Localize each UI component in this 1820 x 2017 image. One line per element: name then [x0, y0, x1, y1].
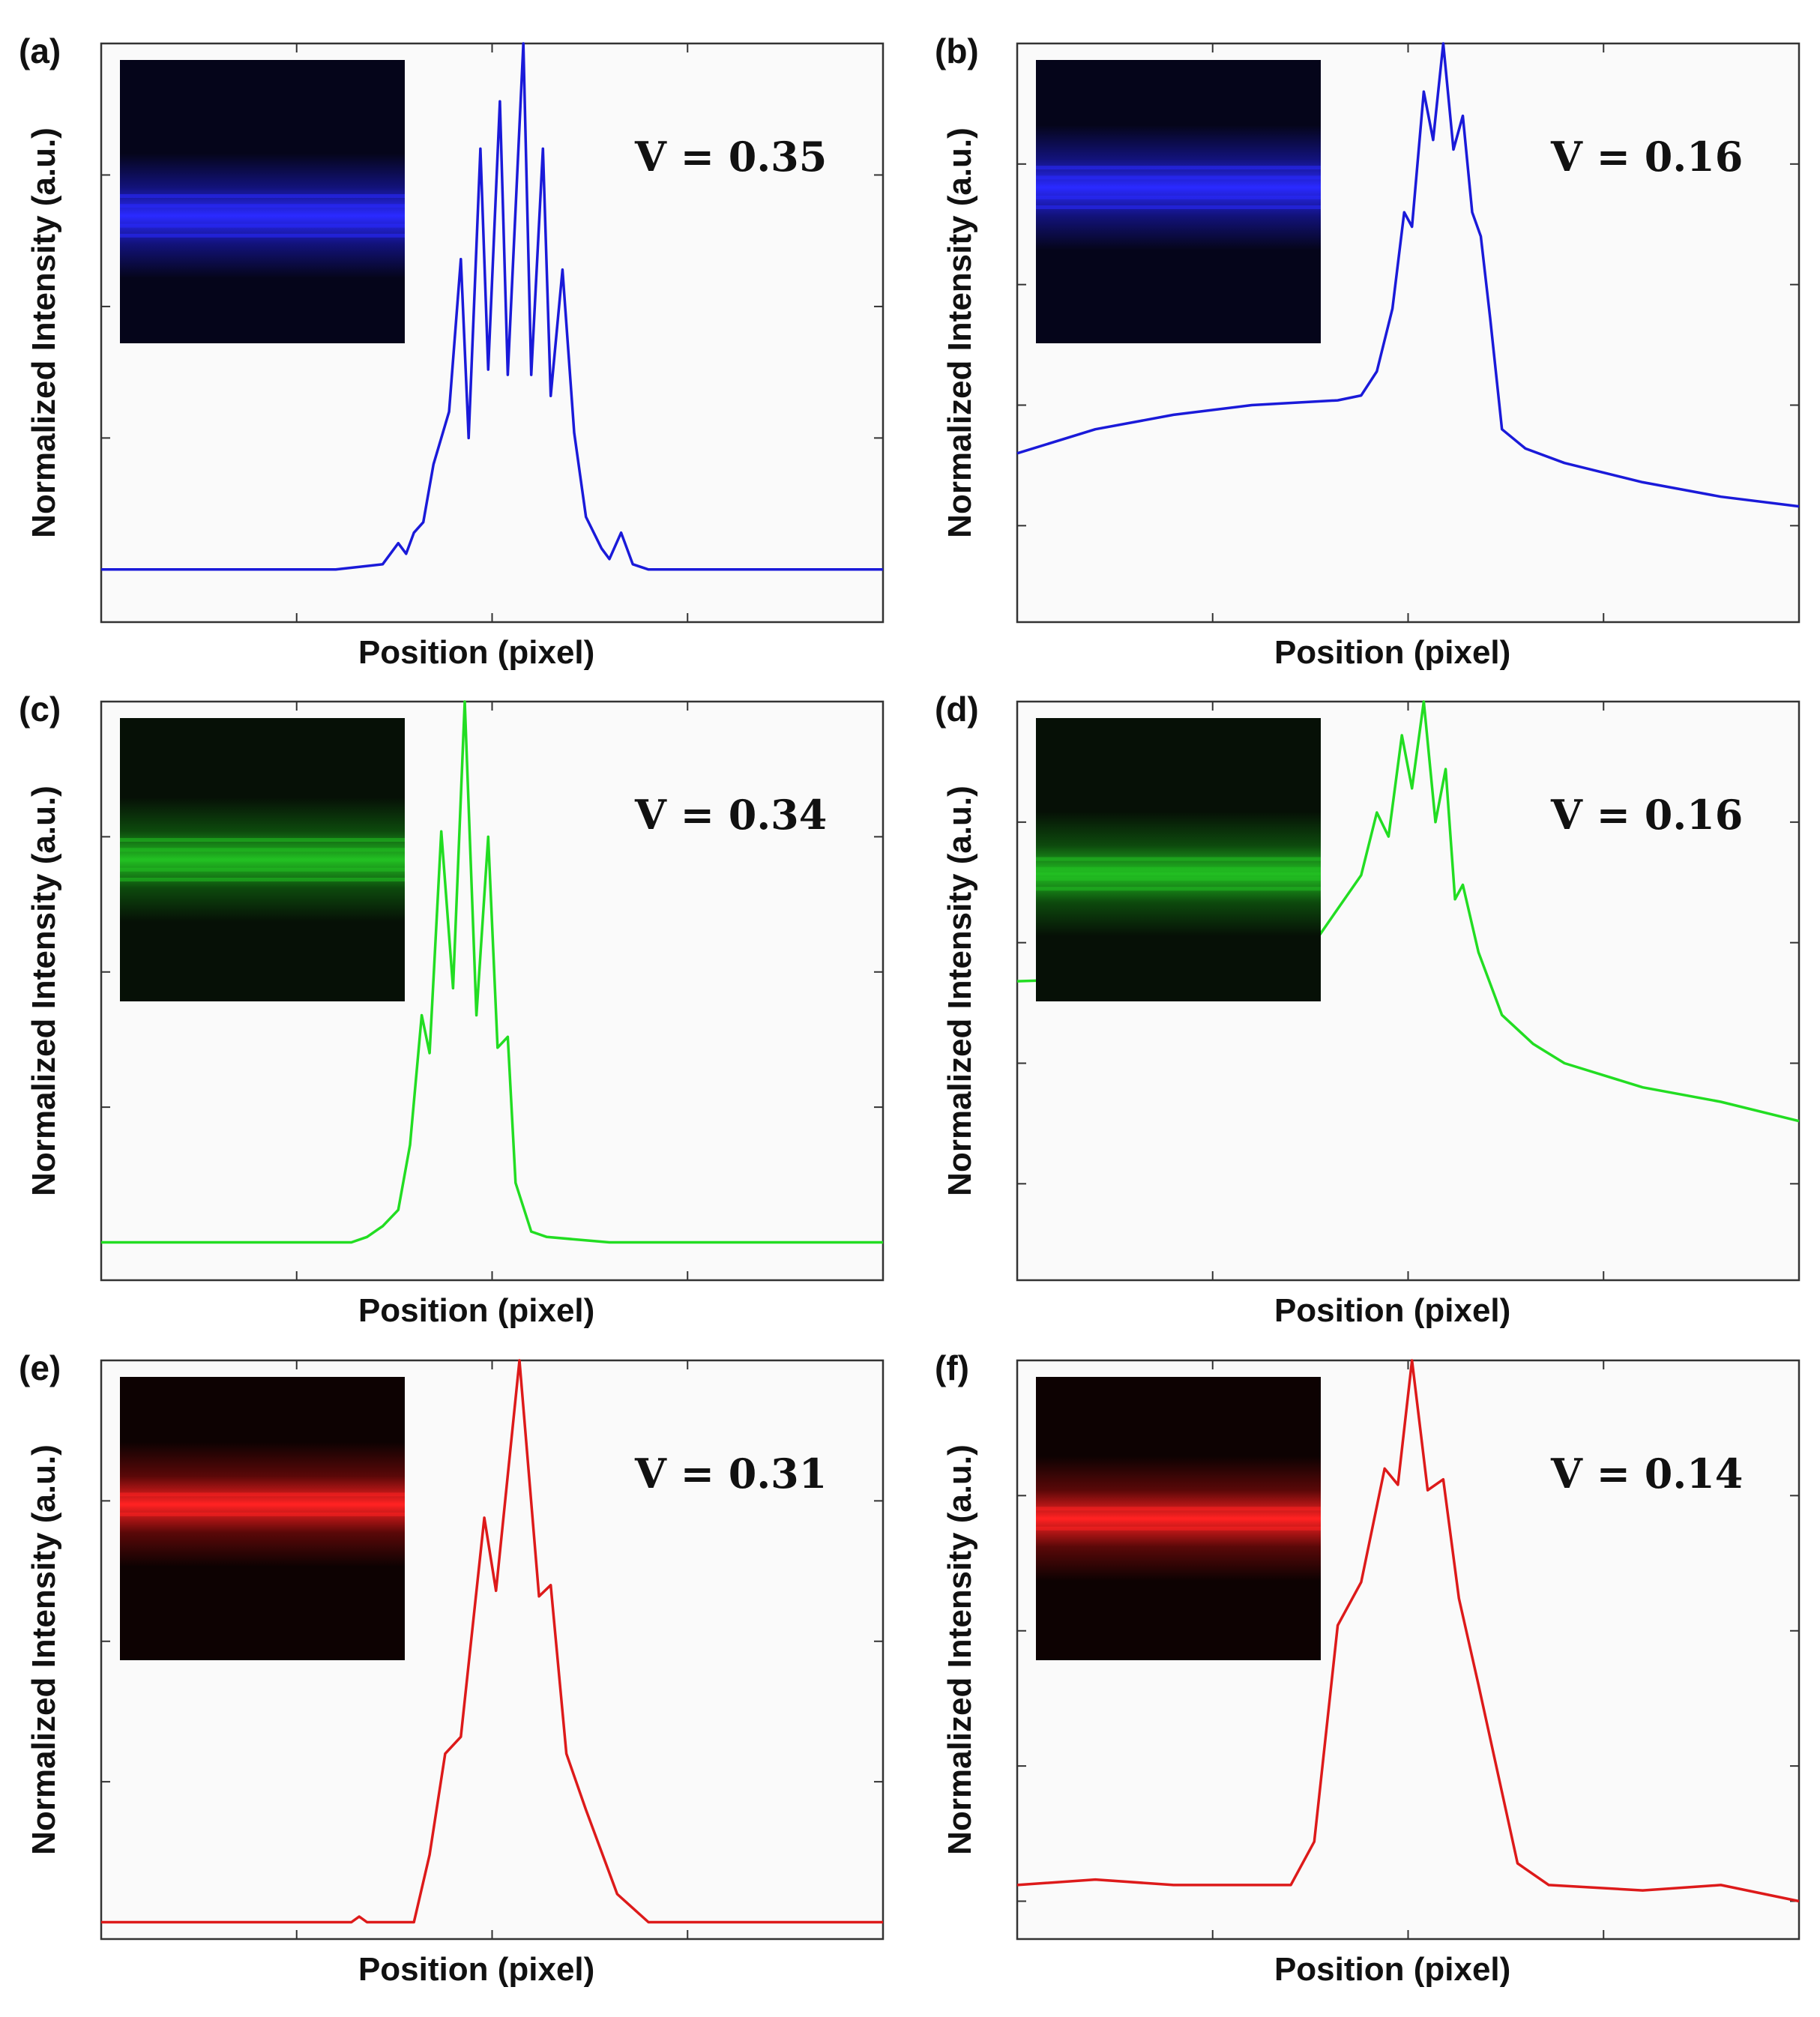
panel-letter: (f)	[935, 1348, 969, 1387]
y-axis-label: Normalized Intensity (a.u.)	[25, 127, 62, 538]
panel-letter: (c)	[19, 690, 61, 729]
x-axis-label: Position (pixel)	[1274, 634, 1510, 671]
y-axis-label: Normalized Intensity (a.u.)	[25, 786, 62, 1196]
panel-a: (a) V = 0.35 Position (pixel) Normalized In…	[19, 31, 885, 671]
x-axis-label: Position (pixel)	[358, 634, 594, 671]
series-line	[1016, 42, 1800, 508]
inset-fringe-image	[120, 60, 405, 343]
series-line	[101, 700, 883, 1244]
panel-e: (e) V = 0.31 Position (pixel) Normalized In…	[19, 1348, 885, 1988]
panel-c: (c) V = 0.34 Position (pixel) Normalized In…	[19, 690, 885, 1329]
visibility-label: V = 0.16	[1550, 791, 1743, 839]
panel-letter: (d)	[935, 690, 979, 729]
inset-fringe-image	[1036, 60, 1321, 343]
series-line	[1016, 1359, 1800, 1903]
visibility-label: V = 0.31	[634, 1450, 827, 1498]
series-line	[101, 42, 883, 571]
panel-letter: (b)	[935, 31, 979, 70]
x-axis-label: Position (pixel)	[1274, 1951, 1510, 1988]
panel-d: (d) V = 0.16 Position (pixel) Normalized In…	[935, 690, 1801, 1329]
visibility-label: V = 0.34	[634, 791, 827, 839]
panel-letter: (a)	[19, 31, 61, 70]
x-axis-label: Position (pixel)	[1274, 1292, 1510, 1329]
panel-b: (b) V = 0.16 Position (pixel) Normalized In…	[935, 31, 1801, 671]
y-axis-label: Normalized Intensity (a.u.)	[25, 1444, 62, 1855]
panel-f: (f) V = 0.14 Position (pixel) Normalized In…	[935, 1348, 1801, 1988]
y-axis-label: Normalized Intensity (a.u.)	[941, 127, 978, 538]
x-axis-label: Position (pixel)	[358, 1292, 594, 1329]
series-line	[1016, 700, 1800, 1123]
visibility-label: V = 0.14	[1550, 1450, 1743, 1498]
inset-fringe-image	[120, 1377, 405, 1660]
panel-letter: (e)	[19, 1348, 61, 1387]
y-axis-label: Normalized Intensity (a.u.)	[941, 786, 978, 1196]
series-line	[101, 1359, 883, 1924]
y-axis-label: Normalized Intensity (a.u.)	[941, 1444, 978, 1855]
visibility-label: V = 0.35	[634, 133, 827, 181]
x-axis-label: Position (pixel)	[358, 1951, 594, 1988]
visibility-label: V = 0.16	[1550, 133, 1743, 181]
